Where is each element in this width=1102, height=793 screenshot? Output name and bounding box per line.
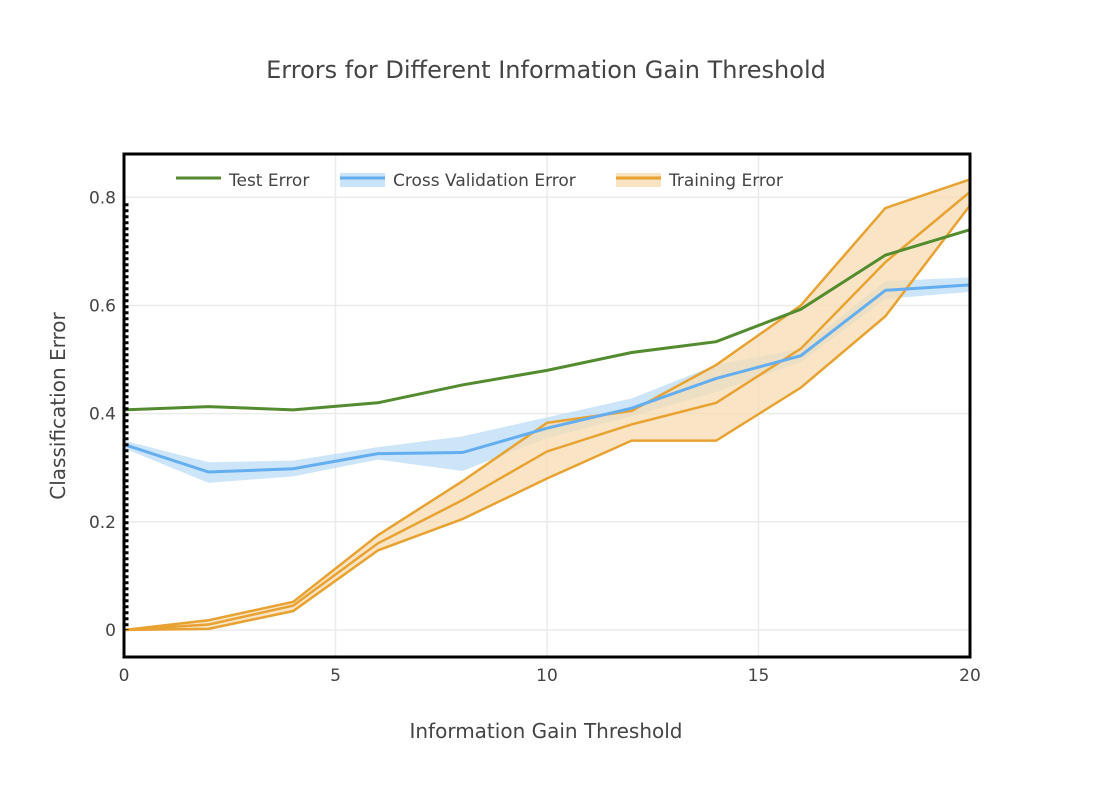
y-tick-label: 0.2 bbox=[89, 513, 116, 533]
x-tick-label: 5 bbox=[330, 666, 341, 686]
y-axis-label: Classification Error bbox=[46, 312, 70, 500]
legend-item: Cross Validation Error bbox=[340, 171, 576, 191]
legend-item: Test Error bbox=[176, 171, 309, 191]
legend-label: Training Error bbox=[668, 171, 783, 191]
y-tick-label: 0.6 bbox=[89, 296, 116, 316]
legend: Test Error Cross Validation Error Training… bbox=[176, 171, 783, 191]
x-tick-label: 15 bbox=[748, 666, 770, 686]
plot-area: 0 5 10 15 20 0 0.2 0.4 0.6 0.8 Test Error Cross Val… bbox=[89, 152, 981, 686]
x-tick-label: 20 bbox=[959, 666, 981, 686]
legend-label: Cross Validation Error bbox=[393, 171, 576, 191]
legend-label: Test Error bbox=[228, 171, 309, 191]
x-axis-label: Information Gain Threshold bbox=[409, 719, 682, 743]
plot-frame bbox=[122, 152, 972, 659]
legend-band-swatch bbox=[340, 173, 385, 187]
legend-band-swatch bbox=[616, 173, 661, 187]
training-error-line bbox=[123, 190, 971, 632]
training-error-lower-line bbox=[123, 204, 971, 632]
training-error-upper-line bbox=[123, 178, 971, 632]
y-tick-label: 0 bbox=[105, 621, 116, 641]
test-error-line bbox=[123, 228, 971, 412]
legend-item: Training Error bbox=[616, 171, 783, 191]
chart-title: Errors for Different Information Gain Th… bbox=[266, 56, 826, 84]
y-tick-label: 0.4 bbox=[89, 405, 116, 425]
x-tick-label: 0 bbox=[119, 666, 130, 686]
y-tick-label: 0.8 bbox=[89, 188, 116, 208]
training-error-band bbox=[124, 179, 970, 630]
x-tick-label: 10 bbox=[536, 666, 558, 686]
cv-error-line bbox=[123, 283, 971, 474]
